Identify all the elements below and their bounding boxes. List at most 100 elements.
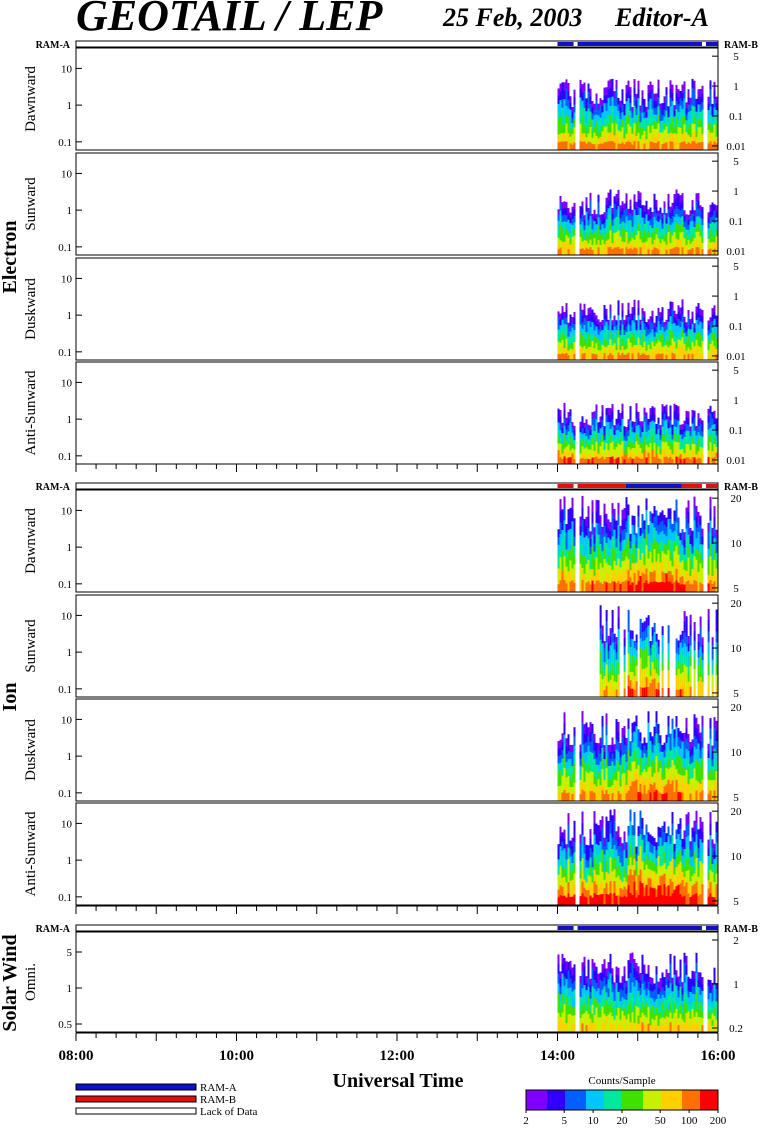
spectrogram-cell xyxy=(693,98,696,108)
spectrogram-cell xyxy=(567,431,570,439)
spectrogram-cell xyxy=(657,88,660,98)
spectrogram-cell xyxy=(611,653,614,665)
spectrogram-cell xyxy=(643,347,646,355)
spectrogram-cell xyxy=(595,1007,598,1017)
spectrogram-cell xyxy=(697,531,700,543)
spectrogram-cell xyxy=(589,192,592,202)
spectrogram-cell xyxy=(635,747,638,759)
spectrogram-cell xyxy=(559,778,562,787)
spectrogram-cell xyxy=(627,653,630,665)
spectrogram-cell xyxy=(711,527,714,537)
spectrogram-cell xyxy=(637,570,640,582)
spectrogram-cell xyxy=(695,869,698,882)
spectrogram-cell xyxy=(671,780,674,792)
spectrogram-cell xyxy=(565,987,568,998)
spectrogram-cell xyxy=(685,102,688,109)
spectrogram-cell xyxy=(605,126,608,135)
spectrogram-cell xyxy=(585,1004,588,1012)
spectrogram-cell xyxy=(589,1005,592,1013)
spectrogram-cell xyxy=(585,124,588,132)
spectrogram-cell xyxy=(657,435,660,442)
spectrogram-cell xyxy=(631,572,634,583)
spectrogram-cell xyxy=(677,119,680,128)
spectrogram-cell xyxy=(643,630,646,641)
spectrogram-cell xyxy=(683,632,686,644)
spectrogram-cell xyxy=(693,221,696,228)
spectrogram-cell xyxy=(639,845,642,859)
spectrogram-cell xyxy=(659,449,662,455)
spectrogram-cell xyxy=(607,759,610,767)
spectrogram-cell xyxy=(697,848,700,859)
spectrogram-cell xyxy=(653,650,656,661)
spectrogram-cell xyxy=(625,556,628,569)
spectrogram-cell xyxy=(691,200,694,208)
spectrogram-cell xyxy=(677,413,680,422)
spectrogram-cell xyxy=(631,340,634,348)
spectrogram-cell xyxy=(607,787,610,795)
spectrogram-cell xyxy=(657,238,660,245)
spectrogram-cell xyxy=(607,456,610,465)
spectrogram-cell xyxy=(605,893,608,906)
spectrogram-cell xyxy=(673,756,676,766)
spectrogram-cell xyxy=(627,123,630,134)
spectrogram-cell xyxy=(695,459,698,465)
spectrogram-cell xyxy=(643,323,646,331)
spectrogram-cell xyxy=(669,345,672,354)
spectrogram-cell xyxy=(585,452,588,459)
spectrogram-cell xyxy=(573,820,576,832)
spectrogram-cell xyxy=(601,219,604,225)
spectrogram-cell xyxy=(681,784,684,794)
spectrogram-cell xyxy=(665,851,668,861)
spectrogram-cell xyxy=(713,115,716,125)
spectrogram-cell xyxy=(595,499,598,512)
spectrogram-cell xyxy=(639,749,642,759)
spectrogram-cell xyxy=(645,355,648,361)
spectrogram-cell xyxy=(591,213,594,220)
spectrogram-cell xyxy=(641,678,644,689)
spectrogram-cell xyxy=(569,896,572,906)
spectrogram-cell xyxy=(695,728,698,740)
spectrogram-cell xyxy=(627,835,630,847)
spectrogram-cell xyxy=(709,89,712,99)
spectrogram-cell xyxy=(609,318,612,326)
spectrogram-cell xyxy=(565,423,568,430)
spectrogram-cell xyxy=(659,109,662,116)
spectrogram-cell xyxy=(619,248,622,256)
spectrogram-cell xyxy=(581,858,584,871)
spectrogram-cell xyxy=(613,354,616,361)
spectrogram-cell xyxy=(677,755,680,766)
spectrogram-cell xyxy=(671,449,674,455)
spectrogram-cell xyxy=(697,231,700,241)
spectrogram-cell xyxy=(603,212,606,219)
spectrogram-cell xyxy=(647,666,650,678)
spectrogram-cell xyxy=(629,786,632,795)
spectrogram-cell xyxy=(659,103,662,110)
spectrogram-cell xyxy=(605,686,608,698)
spectrogram-cell xyxy=(583,331,586,340)
spectrogram-cell xyxy=(583,573,586,584)
spectrogram-cell xyxy=(597,523,600,536)
spectrogram-cell xyxy=(641,432,644,438)
spectrogram-cell xyxy=(611,547,614,560)
spectrogram-cell xyxy=(599,446,602,453)
spectrogram-cell xyxy=(659,784,662,794)
spectrogram-cell xyxy=(671,459,674,465)
spectrogram-cell xyxy=(715,441,718,448)
spectrogram-cell xyxy=(715,446,718,454)
spectrogram-cell xyxy=(681,337,684,346)
spectrogram-cell xyxy=(573,545,576,556)
spectrogram-cell xyxy=(713,457,716,465)
spectrogram-cell xyxy=(627,249,630,256)
spectrogram-cell xyxy=(679,532,682,541)
spectrogram-cell xyxy=(687,767,690,777)
spectrogram-cell xyxy=(561,561,564,572)
spectrogram-cell xyxy=(617,651,620,664)
spectrogram-cell xyxy=(711,652,714,661)
spectrogram-cell xyxy=(681,688,684,698)
spectrogram-cell xyxy=(617,826,620,837)
spectrogram-cell xyxy=(609,893,612,906)
spectrogram-cell xyxy=(685,457,688,465)
spectrogram-cell xyxy=(623,508,626,520)
spectrogram-cell xyxy=(631,781,634,792)
spectrogram-cell xyxy=(613,550,616,562)
